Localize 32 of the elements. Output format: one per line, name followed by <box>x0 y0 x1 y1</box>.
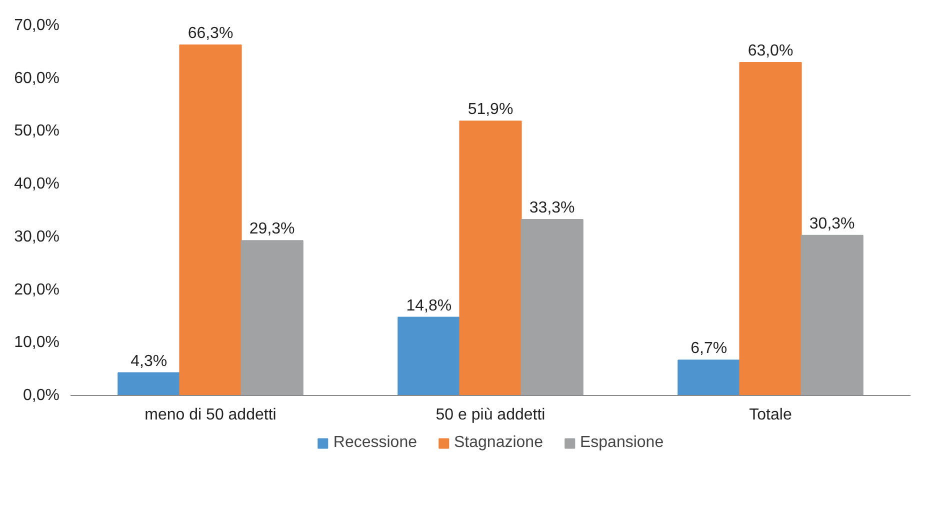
data-label: 63,0% <box>748 42 794 60</box>
data-label: 51,9% <box>468 101 514 118</box>
bar <box>800 234 864 396</box>
data-label: 33,3% <box>529 199 575 216</box>
bar <box>118 372 180 396</box>
data-label: 14,8% <box>406 297 452 314</box>
y-tick-label: 50,0% <box>14 122 60 140</box>
data-label: 66,3% <box>188 25 234 42</box>
bar <box>459 120 522 396</box>
bar <box>179 44 242 396</box>
data-label: 29,3% <box>249 220 295 238</box>
bar <box>520 218 584 396</box>
y-tick-label: 30,0% <box>14 228 60 246</box>
bar <box>398 316 460 396</box>
data-label: 4,3% <box>130 352 168 370</box>
y-tick-label: 40,0% <box>14 176 60 193</box>
y-tick-label: 60,0% <box>14 70 60 87</box>
legend-label: Stagnazione <box>454 434 543 452</box>
bar <box>678 360 740 396</box>
data-label: 6,7% <box>690 340 728 358</box>
y-tick-label: 70,0% <box>14 17 60 34</box>
y-tick-label: 0,0% <box>23 387 60 404</box>
data-label: 30,3% <box>809 215 855 232</box>
x-tick-label: meno di 50 addetti <box>144 406 276 424</box>
legend-label: Espansione <box>580 434 664 452</box>
x-tick-label: 50 e più addetti <box>436 406 546 424</box>
legend-label: Recessione <box>333 434 418 452</box>
y-tick-label: 10,0% <box>14 334 60 352</box>
bar <box>739 62 802 396</box>
bar <box>240 240 304 396</box>
y-tick-label: 20,0% <box>14 281 60 298</box>
x-tick-label: Totale <box>749 406 792 424</box>
